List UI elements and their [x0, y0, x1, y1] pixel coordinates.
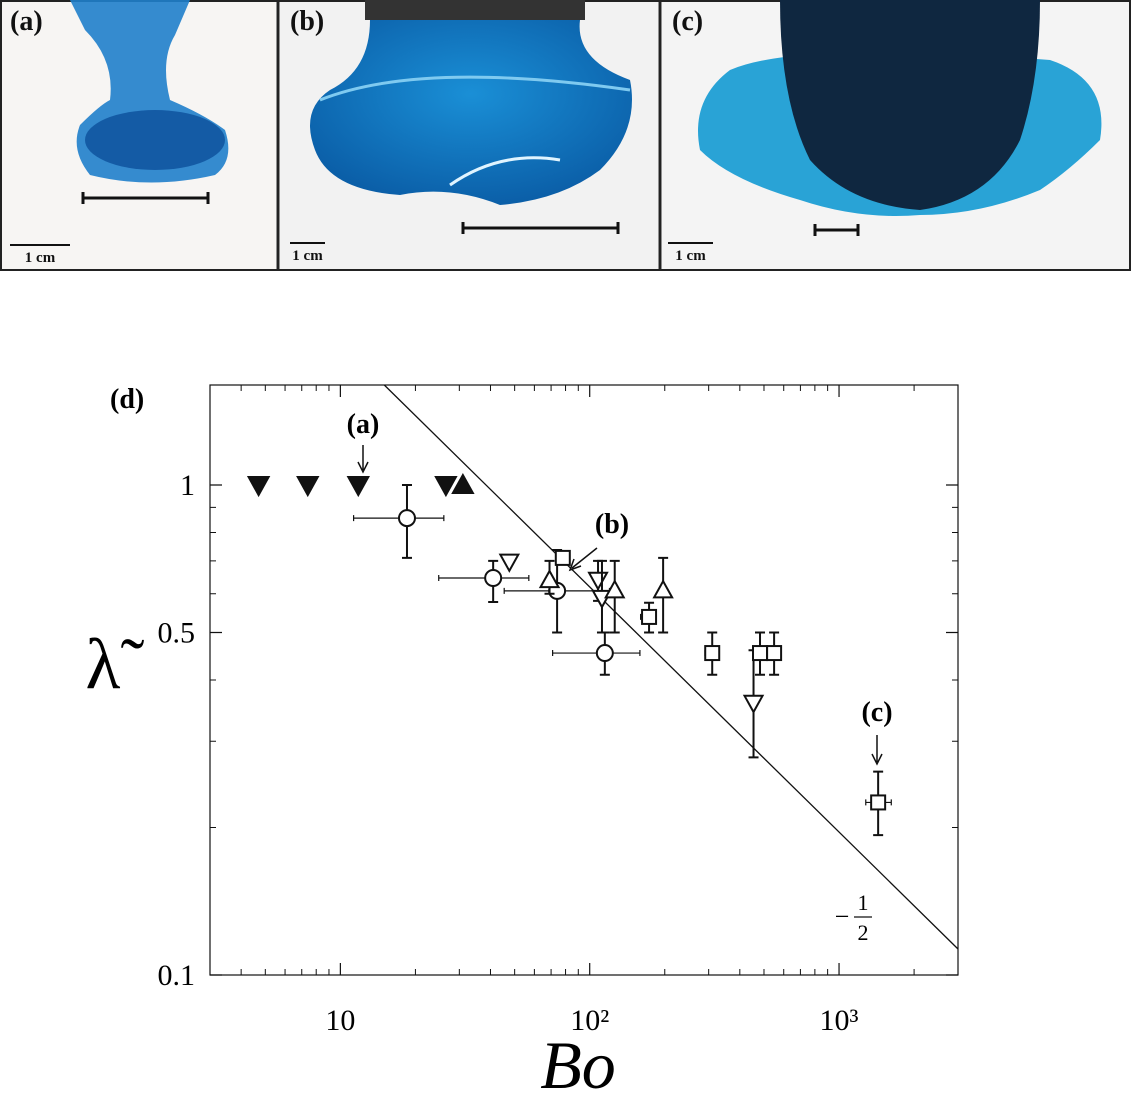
slope-denominator: 2: [858, 920, 869, 945]
triangle-up-marker: [538, 568, 561, 589]
photo-panels: [0, 0, 1131, 271]
fit-line: [383, 384, 959, 950]
x-error-bar: [438, 574, 530, 581]
scale-label: 1 cm: [292, 248, 323, 264]
annotation-arrow: [568, 547, 598, 572]
panel-label: (a): [10, 6, 43, 37]
square-marker: [766, 645, 783, 662]
scale-bar: [461, 222, 620, 234]
circle-marker: [595, 644, 614, 663]
scale-bar: [813, 224, 860, 236]
annotation-arrow: [357, 445, 369, 474]
triangle-up-marker: [451, 472, 475, 495]
triangle-down-marker: [742, 694, 765, 715]
annotation: (c): [861, 697, 892, 728]
square-marker: [554, 549, 571, 566]
scale-bar: [81, 192, 210, 204]
triangle-up-marker: [652, 579, 674, 599]
y-axis-label: λ̃: [86, 624, 145, 704]
slope-numerator: 1: [858, 890, 869, 915]
annotation: (b): [595, 509, 629, 540]
y-tick-label: 1: [180, 469, 195, 502]
circle-marker: [484, 568, 503, 587]
chart-title: (d): [110, 384, 144, 415]
scale-label: 1 cm: [675, 248, 706, 264]
panel-label: (c): [672, 6, 703, 37]
triangle-down-marker: [246, 476, 271, 498]
annotation-arrow: [871, 735, 883, 766]
triangle-down-marker: [296, 476, 320, 498]
x-tick-label: 10³: [820, 1004, 859, 1037]
square-marker: [704, 645, 721, 662]
x-tick-label: 10²: [570, 1004, 609, 1037]
triangle-down-marker: [498, 553, 521, 573]
y-tick-label: 0.5: [158, 617, 196, 650]
circle-marker: [397, 509, 416, 528]
x-tick-label: 10: [325, 1004, 355, 1037]
triangle-down-marker: [434, 476, 458, 498]
panel-label: (b): [290, 6, 324, 37]
x-axis-label: Bo: [540, 1027, 616, 1095]
y-tick-label: 0.1: [158, 959, 196, 992]
annotation: (a): [347, 409, 380, 440]
triangle-down-marker: [346, 476, 370, 498]
slope-sign: −: [835, 902, 850, 931]
square-marker: [641, 608, 658, 625]
plot-frame: [209, 384, 959, 976]
square-marker: [752, 645, 769, 662]
square-marker: [870, 794, 887, 811]
triangle-up-marker: [604, 579, 626, 599]
triangle-down-marker: [587, 571, 609, 592]
scale-label: 1 cm: [25, 250, 56, 266]
